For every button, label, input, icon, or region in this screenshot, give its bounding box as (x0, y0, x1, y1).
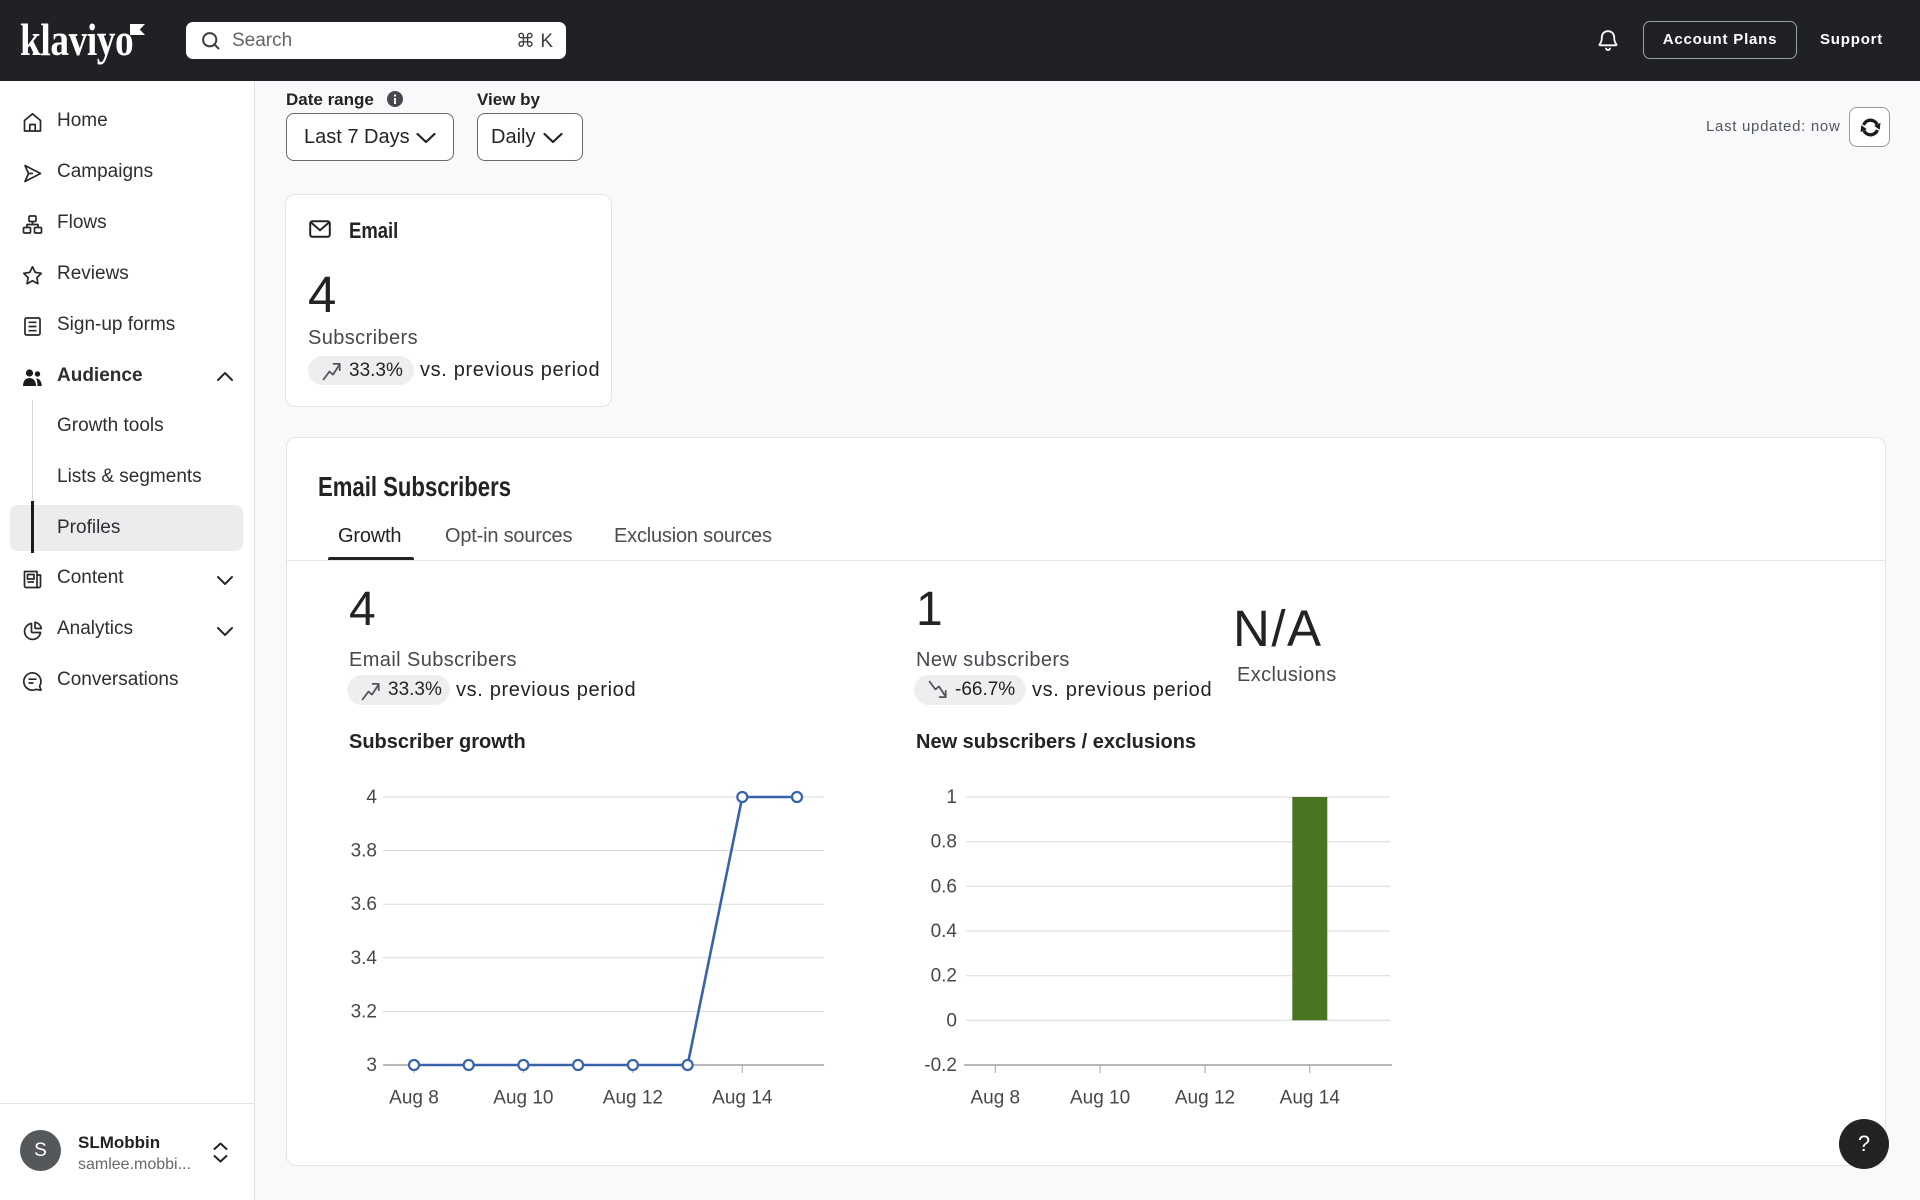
svg-text:Aug 12: Aug 12 (1175, 1088, 1235, 1109)
svg-text:Aug 12: Aug 12 (603, 1088, 663, 1109)
svg-text:Aug 8: Aug 8 (389, 1088, 439, 1109)
svg-text:3: 3 (366, 1055, 377, 1076)
svg-text:3.8: 3.8 (351, 841, 377, 862)
svg-text:Aug 8: Aug 8 (970, 1088, 1020, 1109)
svg-text:0.2: 0.2 (931, 966, 957, 987)
svg-text:1: 1 (946, 787, 957, 808)
svg-text:3.4: 3.4 (351, 948, 378, 969)
svg-text:-0.2: -0.2 (924, 1055, 957, 1076)
svg-text:0: 0 (946, 1010, 957, 1031)
svg-text:Aug 10: Aug 10 (1070, 1088, 1130, 1109)
svg-text:Aug 10: Aug 10 (493, 1088, 553, 1109)
svg-text:3.6: 3.6 (351, 894, 377, 915)
svg-text:0.6: 0.6 (931, 876, 957, 897)
svg-text:Aug 14: Aug 14 (1280, 1088, 1341, 1109)
svg-text:0.8: 0.8 (931, 832, 957, 853)
svg-text:4: 4 (366, 787, 377, 808)
svg-text:3.2: 3.2 (351, 1001, 377, 1022)
svg-text:Aug 14: Aug 14 (712, 1088, 773, 1109)
svg-text:0.4: 0.4 (931, 921, 958, 942)
